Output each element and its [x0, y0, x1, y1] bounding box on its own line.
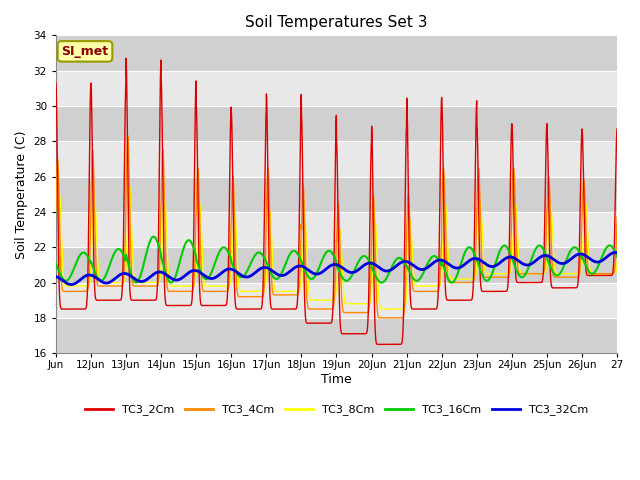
Bar	[56, 71, 617, 106]
Bar	[56, 212, 617, 247]
Legend: TC3_2Cm, TC3_4Cm, TC3_8Cm, TC3_16Cm, TC3_32Cm: TC3_2Cm, TC3_4Cm, TC3_8Cm, TC3_16Cm, TC3…	[81, 400, 593, 420]
Bar	[56, 141, 617, 177]
X-axis label: Time: Time	[321, 373, 352, 386]
Bar	[56, 283, 617, 318]
Bar	[56, 36, 617, 71]
Bar	[56, 177, 617, 212]
Text: SI_met: SI_met	[61, 45, 109, 58]
Y-axis label: Soil Temperature (C): Soil Temperature (C)	[15, 130, 28, 259]
Bar	[56, 318, 617, 353]
Bar	[56, 247, 617, 283]
Title: Soil Temperatures Set 3: Soil Temperatures Set 3	[245, 15, 428, 30]
Bar	[56, 106, 617, 141]
